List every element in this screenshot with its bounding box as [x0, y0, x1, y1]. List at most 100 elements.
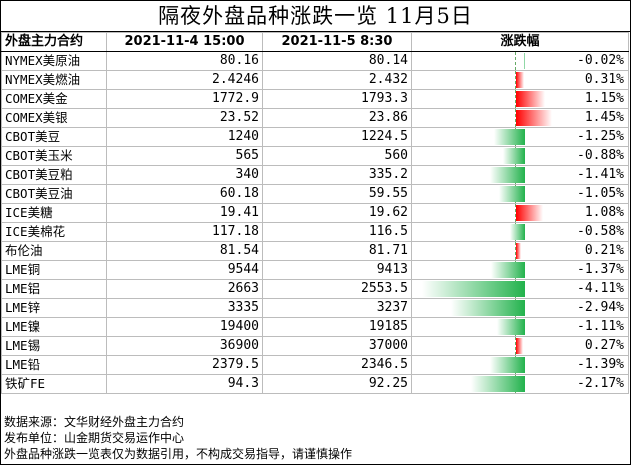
- change-cell: 1.15%: [411, 89, 629, 109]
- contract-name: NYMEX美原油: [1, 51, 107, 71]
- price-date-2: 19185: [262, 317, 412, 337]
- price-date-2: 3237: [262, 298, 412, 318]
- change-percent: -1.37%: [577, 262, 624, 277]
- table-row: ICE美糖 19.41 19.62 1.08%: [1, 203, 629, 223]
- change-cell: -1.37%: [411, 260, 629, 280]
- table-row: LME铜 9544 9413 -1.37%: [1, 260, 629, 280]
- contract-name: ICE美糖: [1, 203, 107, 223]
- header-date-1: 2021-11-4 15:00: [106, 32, 263, 52]
- change-bar-up: [516, 110, 553, 126]
- price-date-1: 94.3: [106, 374, 263, 394]
- change-percent: 0.27%: [584, 338, 624, 353]
- change-percent: 0.21%: [584, 243, 624, 258]
- contract-name: CBOT美豆油: [1, 184, 107, 204]
- change-cell: -4.11%: [411, 279, 629, 299]
- price-date-1: 19400: [106, 317, 263, 337]
- change-bar-up: [516, 243, 522, 259]
- price-date-2: 37000: [262, 336, 412, 356]
- change-bar-down: [489, 167, 525, 183]
- change-cell: -0.58%: [411, 222, 629, 242]
- price-date-1: 9544: [106, 260, 263, 280]
- price-date-1: 2663: [106, 279, 263, 299]
- change-bar-down: [490, 357, 525, 373]
- page-title: 隔夜外盘品种涨跌一览 11月5日: [1, 1, 630, 32]
- header-contract: 外盘主力合约: [1, 32, 107, 52]
- change-cell: 1.08%: [411, 203, 629, 223]
- price-date-2: 116.5: [262, 222, 412, 242]
- change-bar-up: [516, 91, 545, 107]
- table-row: COMEX美银 23.52 23.86 1.45%: [1, 108, 629, 128]
- table-row: LME锌 3335 3237 -2.94%: [1, 298, 629, 318]
- table-row: LME锡 36900 37000 0.27%: [1, 336, 629, 356]
- contract-name: CBOT美豆粕: [1, 165, 107, 185]
- table-row: ICE美棉花 117.18 116.5 -0.58%: [1, 222, 629, 242]
- price-date-2: 2553.5: [262, 279, 412, 299]
- price-date-2: 335.2: [262, 165, 412, 185]
- table-row: CBOT美豆 1240 1224.5 -1.25%: [1, 127, 629, 147]
- price-date-1: 340: [106, 165, 263, 185]
- change-bar-down: [451, 300, 525, 316]
- contract-name: COMEX美金: [1, 89, 107, 109]
- change-cell: -1.05%: [411, 184, 629, 204]
- zero-line: [515, 71, 516, 89]
- price-date-1: 565: [106, 146, 263, 166]
- zero-line: [515, 52, 516, 70]
- change-percent: -0.02%: [577, 53, 624, 68]
- price-date-1: 3335: [106, 298, 263, 318]
- change-percent: -0.88%: [577, 148, 624, 163]
- change-cell: -0.02%: [411, 51, 629, 71]
- change-bar-down: [502, 148, 525, 164]
- change-percent: -2.17%: [577, 376, 624, 391]
- change-bar-down: [422, 281, 525, 297]
- change-bar-down: [498, 186, 525, 202]
- change-bar-down: [524, 53, 525, 69]
- change-percent: 0.31%: [584, 72, 624, 87]
- zero-line: [515, 90, 516, 108]
- change-percent: 1.45%: [584, 110, 624, 125]
- contract-name: LME铝: [1, 279, 107, 299]
- table-row: LME铅 2379.5 2346.5 -1.39%: [1, 355, 629, 375]
- price-date-2: 80.14: [262, 51, 412, 71]
- table-body: NYMEX美原油 80.16 80.14 -0.02% NYMEX美燃油 2.4246 2.…: [1, 51, 629, 394]
- contract-name: LME锌: [1, 298, 107, 318]
- table-row: 铁矿FE 94.3 92.25 -2.17%: [1, 374, 629, 394]
- contract-name: 铁矿FE: [1, 374, 107, 394]
- contract-name: LME铅: [1, 355, 107, 375]
- table-row: NYMEX美燃油 2.4246 2.432 0.31%: [1, 70, 629, 90]
- contract-name: LME镍: [1, 317, 107, 337]
- price-date-2: 23.86: [262, 108, 412, 128]
- price-date-1: 2.4246: [106, 70, 263, 90]
- zero-line: [515, 109, 516, 127]
- price-date-1: 1240: [106, 127, 263, 147]
- change-cell: -0.88%: [411, 146, 629, 166]
- price-date-2: 81.71: [262, 241, 412, 261]
- contract-name: CBOT美豆: [1, 127, 107, 147]
- contract-name: LME锡: [1, 336, 107, 356]
- contract-name: 布伦油: [1, 241, 107, 261]
- change-percent: -1.11%: [577, 319, 624, 334]
- contract-name: NYMEX美燃油: [1, 70, 107, 90]
- footer-publisher: 发布单位：山金期货交易运作中心: [4, 431, 185, 445]
- price-date-2: 9413: [262, 260, 412, 280]
- price-date-1: 2379.5: [106, 355, 263, 375]
- contract-name: LME铜: [1, 260, 107, 280]
- price-date-2: 19.62: [262, 203, 412, 223]
- footer-notes: 数据来源：文华财经外盘主力合约 发布单位：山金期货交易运作中心 外盘品种涨跌一览…: [4, 414, 352, 462]
- price-date-2: 92.25: [262, 374, 412, 394]
- change-percent: -0.58%: [577, 224, 624, 239]
- change-cell: 0.27%: [411, 336, 629, 356]
- change-percent: -1.41%: [577, 167, 624, 182]
- price-date-2: 59.55: [262, 184, 412, 204]
- change-bar-up: [516, 338, 523, 354]
- footer-disclaimer: 外盘品种涨跌一览表仅为数据引用，不构成交易指导，请谨慎操作: [4, 447, 353, 461]
- price-date-2: 2.432: [262, 70, 412, 90]
- table-row: COMEX美金 1772.9 1793.3 1.15%: [1, 89, 629, 109]
- table-row: CBOT美豆油 60.18 59.55 -1.05%: [1, 184, 629, 204]
- change-percent: 1.08%: [584, 205, 624, 220]
- zero-line: [515, 242, 516, 260]
- table-header-row: 外盘主力合约 2021-11-4 15:00 2021-11-5 8:30 涨跌…: [1, 32, 629, 52]
- change-cell: 1.45%: [411, 108, 629, 128]
- change-percent: -1.25%: [577, 129, 624, 144]
- contract-name: COMEX美银: [1, 108, 107, 128]
